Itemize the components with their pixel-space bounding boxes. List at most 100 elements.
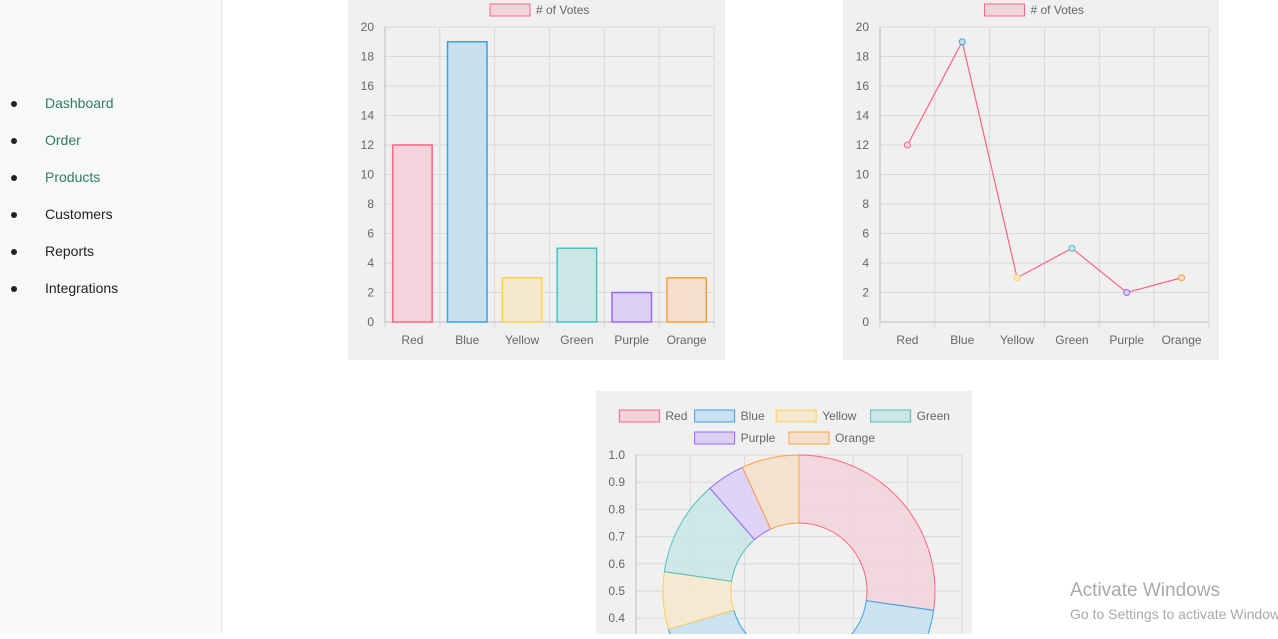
- bar-red[interactable]: [391, 144, 433, 323]
- y-tick-label: 18: [856, 50, 870, 64]
- y-tick-label: 20: [361, 20, 375, 34]
- point-purple[interactable]: [1123, 289, 1131, 296]
- y-tick-label: 6: [367, 227, 374, 241]
- sidebar-link-order[interactable]: Order: [45, 132, 81, 148]
- x-tick-label: Green: [560, 333, 593, 347]
- legend-label: # of Votes: [536, 3, 589, 17]
- bar-chart: # of Votes 0 2 4 6 8 10 12 14 16 18 20 Red Blue Yellow…: [361, 3, 715, 347]
- point-yellow[interactable]: [1013, 274, 1021, 282]
- legend-label: Purple: [741, 431, 776, 445]
- bar-chart-panel: # of Votes 0 2 4 6 8 10 12 14 16 18 20 Red Blue Yellow…: [348, 0, 725, 360]
- legend-item-red[interactable]: Red: [618, 409, 687, 423]
- x-tick-label: Red: [401, 333, 423, 347]
- bar-green[interactable]: [556, 247, 598, 323]
- y-tick-label: 20: [856, 20, 870, 34]
- line-chart: # of Votes 0 2 4 6 8 10 12 14 16 18 20 Red Blue Yellow…: [856, 3, 1210, 347]
- chart-legend[interactable]: # of Votes: [489, 3, 589, 17]
- doughnut-chart-panel: Red Blue Yellow Green Purple Orange 1.0 0.9 0.8 0…: [596, 391, 972, 639]
- bullet-icon: [11, 249, 17, 255]
- bullet-icon: [11, 212, 17, 218]
- legend-swatch: [489, 3, 531, 17]
- x-tick-label: Blue: [950, 333, 974, 347]
- legend-item-orange[interactable]: Orange: [788, 431, 875, 445]
- y-tick-label: 4: [862, 256, 869, 270]
- y-tick-label: 0.5: [608, 584, 625, 598]
- watermark-title: Activate Windows: [1070, 580, 1220, 601]
- x-tick-label: Yellow: [1000, 333, 1035, 347]
- legend-label: # of Votes: [1031, 3, 1084, 17]
- legend-swatch: [694, 431, 736, 445]
- x-tick-label: Orange: [1162, 333, 1202, 347]
- x-tick-label: Orange: [667, 333, 707, 347]
- y-tick-label: 12: [361, 138, 375, 152]
- y-tick-label: 2: [862, 286, 869, 300]
- doughnut-chart: Red Blue Yellow Green Purple Orange 1.0 0.9 0.8 0…: [608, 409, 963, 639]
- point-blue[interactable]: [958, 38, 966, 46]
- y-tick-label: 2: [367, 286, 374, 300]
- y-tick-label: 0.9: [608, 475, 625, 489]
- legend-label: Blue: [741, 409, 765, 423]
- x-tick-label: Yellow: [505, 333, 540, 347]
- y-tick-label: 0: [862, 315, 869, 329]
- chart-legend[interactable]: # of Votes: [984, 3, 1084, 17]
- legend-label: Red: [665, 409, 687, 423]
- y-tick-label: 6: [862, 227, 869, 241]
- y-tick-label: 10: [361, 168, 375, 182]
- sidebar-link-integrations[interactable]: Integrations: [45, 280, 119, 296]
- legend-item-green[interactable]: Green: [870, 409, 950, 423]
- y-tick-label: 16: [856, 79, 870, 93]
- y-tick-label: 0: [367, 315, 374, 329]
- legend-swatch: [984, 3, 1025, 17]
- bar-blue[interactable]: [446, 41, 488, 323]
- sidebar-link-reports[interactable]: Reports: [45, 243, 95, 259]
- legend-label: Orange: [835, 431, 875, 445]
- y-tick-label: 12: [856, 138, 870, 152]
- sidebar-link-customers[interactable]: Customers: [45, 206, 113, 222]
- sidebar-link-dashboard[interactable]: Dashboard: [45, 95, 114, 111]
- y-tick-label: 0.4: [608, 611, 625, 625]
- y-tick-label: 18: [361, 50, 375, 64]
- point-green[interactable]: [1068, 244, 1076, 252]
- y-tick-label: 8: [862, 197, 869, 211]
- point-red[interactable]: [903, 141, 911, 149]
- bullet-icon: [11, 286, 17, 292]
- legend-swatch: [694, 409, 736, 423]
- legend-item-purple[interactable]: Purple: [694, 431, 776, 445]
- bullet-icon: [11, 101, 17, 107]
- slice-red[interactable]: [798, 454, 936, 611]
- x-tick-label: Purple: [1109, 333, 1144, 347]
- y-tick-label: 0.7: [608, 530, 625, 544]
- legend-item-yellow[interactable]: Yellow: [775, 409, 857, 423]
- bullet-icon: [11, 175, 17, 181]
- y-tick-label: 14: [361, 109, 375, 123]
- slice-orange[interactable]: [741, 454, 800, 530]
- y-tick-label: 0.6: [608, 557, 625, 571]
- windows-activation-watermark: Activate Windows Go to Settings to activ…: [1070, 580, 1278, 624]
- bullet-icon: [11, 138, 17, 144]
- legend-label: Yellow: [822, 409, 857, 423]
- point-orange[interactable]: [1178, 274, 1186, 282]
- legend-swatch: [775, 409, 817, 423]
- y-tick-label: 4: [367, 256, 374, 270]
- slice-blue[interactable]: [667, 600, 935, 639]
- y-tick-label: 8: [367, 197, 374, 211]
- y-tick-label: 14: [856, 109, 870, 123]
- sidebar: Dashboard Order Products Customers Reports In…: [0, 0, 222, 634]
- y-tick-label: 1.0: [608, 448, 625, 462]
- x-tick-label: Blue: [455, 333, 479, 347]
- x-tick-label: Purple: [614, 333, 649, 347]
- y-tick-label: 16: [361, 79, 375, 93]
- x-tick-label: Red: [896, 333, 918, 347]
- legend-swatch: [870, 409, 912, 423]
- bar-yellow[interactable]: [501, 277, 543, 323]
- line-chart-panel: # of Votes 0 2 4 6 8 10 12 14 16 18 20 Red Blue Yellow…: [843, 0, 1219, 360]
- y-tick-label: 10: [856, 168, 870, 182]
- x-tick-label: Green: [1055, 333, 1088, 347]
- bar-orange[interactable]: [666, 277, 708, 323]
- bar-purple[interactable]: [611, 291, 653, 323]
- line-series: [906, 40, 1182, 294]
- sidebar-link-products[interactable]: Products: [45, 169, 101, 185]
- legend-swatch: [788, 431, 830, 445]
- legend-swatch: [618, 409, 660, 423]
- legend-item-blue[interactable]: Blue: [694, 409, 765, 423]
